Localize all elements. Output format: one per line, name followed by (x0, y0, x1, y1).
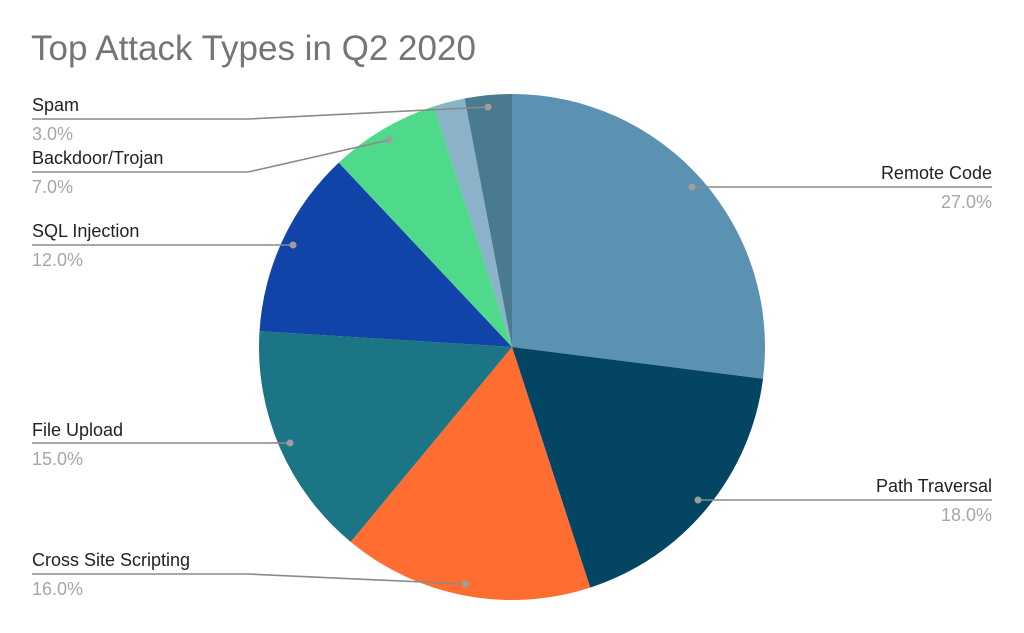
label-backdoor-trojan: Backdoor/Trojan (32, 148, 164, 168)
leader-dot-sql-injection (289, 241, 297, 249)
slice-cross-site-scripting[interactable] (350, 347, 591, 600)
label-spam: Spam (32, 95, 80, 115)
label-sql-injection: SQL Injection (32, 221, 140, 241)
slice-sql-injection[interactable] (259, 162, 513, 347)
leader-dot-backdoor-trojan (385, 136, 393, 144)
chart-title: Top Attack Types in Q2 2020 (31, 29, 476, 68)
label-path-traversal: Path Traversal (875, 476, 992, 496)
label-file-upload: File Upload (32, 420, 124, 440)
pct-file-upload: 15.0% (32, 449, 84, 469)
pct-remote-code: 27.0% (940, 192, 992, 212)
leader-dot-file-upload (286, 439, 294, 447)
leader-line-backdoor-trojan (32, 139, 390, 173)
slice-spam[interactable] (464, 94, 512, 347)
pct-backdoor-trojan: 7.0% (32, 177, 74, 197)
slice-file-upload[interactable] (259, 331, 512, 542)
label-remote-code: Remote Code (880, 163, 992, 183)
leader-line-spam (32, 106, 489, 120)
slice-backdoor-trojan[interactable] (338, 106, 512, 348)
pct-spam: 3.0% (32, 124, 74, 144)
label-cross-site-scripting: Cross Site Scripting (32, 550, 191, 570)
leader-dot-path-traversal (694, 496, 702, 504)
pie-slices (259, 94, 765, 600)
pct-path-traversal: 18.0% (940, 505, 992, 525)
slice-unlabeled[interactable] (433, 98, 512, 348)
leader-dot-remote-code (688, 183, 696, 191)
leader-dot-cross-site-scripting (462, 580, 470, 588)
leader-dot-spam (484, 103, 492, 111)
pct-cross-site-scripting: 16.0% (32, 579, 84, 599)
slice-remote-code[interactable] (512, 94, 765, 379)
leader-line-cross-site-scripting (32, 573, 467, 585)
slice-path-traversal[interactable] (512, 347, 763, 588)
pct-sql-injection: 12.0% (32, 250, 84, 270)
leader-dots (286, 103, 702, 588)
leader-lines (32, 106, 992, 585)
